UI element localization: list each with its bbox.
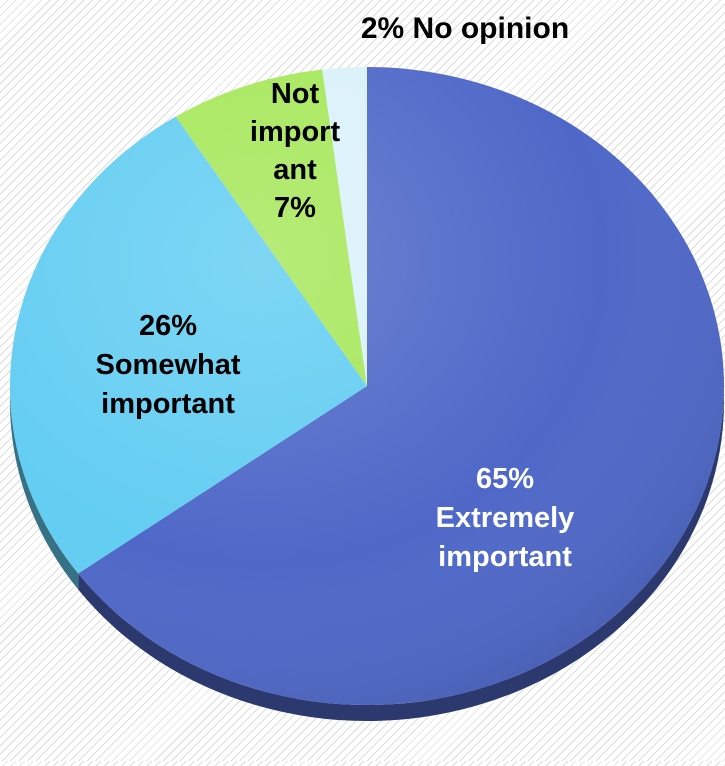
slice-label-line: important	[438, 541, 572, 573]
slice-label-line: Not	[271, 78, 320, 110]
slice-label-line: 65%	[476, 463, 534, 495]
pie-slices	[10, 67, 725, 705]
slice-label-line: 26%	[139, 310, 197, 342]
slice-label-no-opinion: 2% No opinion	[361, 12, 569, 45]
slice-label-line: Extremely	[436, 502, 575, 534]
slice-label-not-important: Not import ant 7%	[250, 78, 341, 224]
slice-label-line: Somewhat	[95, 349, 240, 381]
slice-label-line: import	[250, 116, 341, 148]
slice-label-line: 2% No opinion	[361, 12, 569, 45]
slice-label-somewhat-important: 26% Somewhat important	[95, 310, 240, 420]
slice-label-extremely-important: 65% Extremely important	[436, 463, 575, 573]
slice-label-line: ant	[273, 154, 317, 186]
slice-label-line: 7%	[274, 192, 316, 224]
slice-label-line: important	[101, 388, 235, 420]
